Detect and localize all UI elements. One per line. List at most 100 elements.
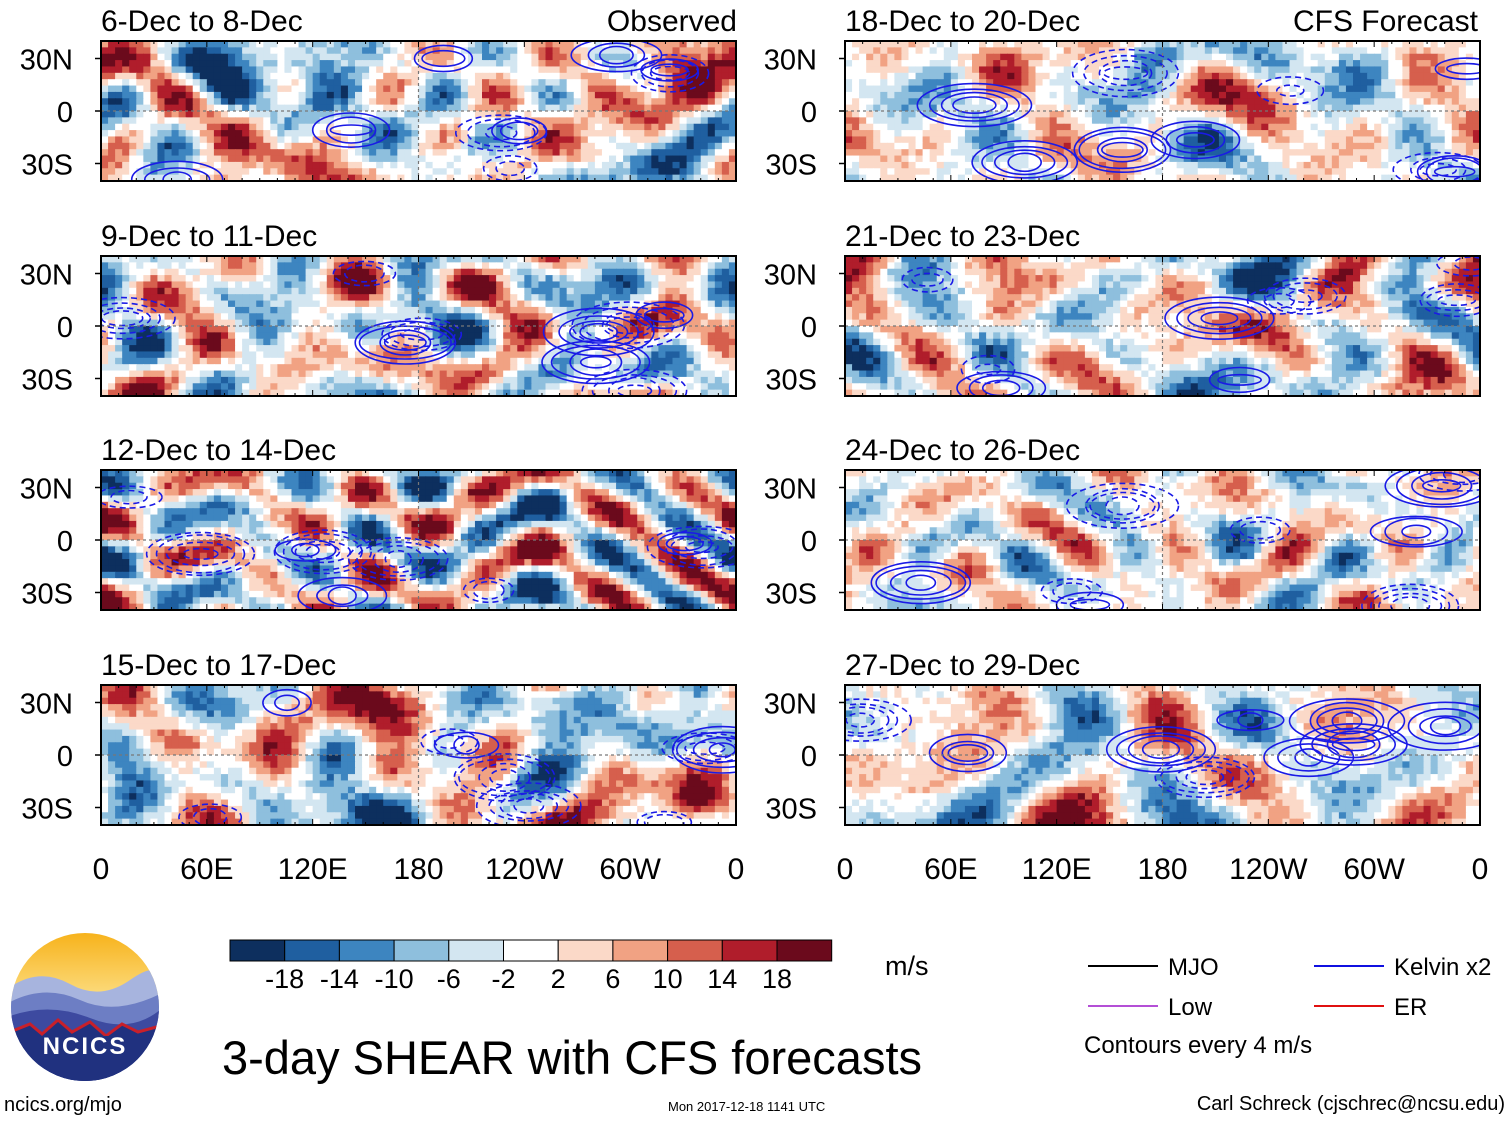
legend-label: Low xyxy=(1168,994,1213,1021)
site-url[interactable]: ncics.org/mjo xyxy=(4,1094,122,1116)
colorbar: -18 -14 -10 -6 -2 2 6 10 14 18 xyxy=(229,939,833,994)
x-tick-label: 180 xyxy=(1137,853,1187,886)
y-tick-label: 30N xyxy=(764,260,817,292)
panel-label: 9-Dec to 11-Dec xyxy=(101,220,317,253)
colorbar-tick-label: -2 xyxy=(491,964,515,994)
colorbar-tick-label: -10 xyxy=(375,964,414,994)
colorbar-tick-label: -14 xyxy=(320,964,359,994)
y-tick-label: 30N xyxy=(764,474,817,506)
y-tick-label: 30S xyxy=(21,794,73,826)
colorbar-tick-label: 6 xyxy=(605,964,620,994)
x-tick-label: 120W xyxy=(485,853,564,886)
y-tick-label: 30S xyxy=(21,150,73,182)
y-tick-label: 0 xyxy=(801,741,817,773)
y-tick-label: 30S xyxy=(21,579,73,611)
colorbar-tick-label: 2 xyxy=(551,964,566,994)
x-tick-label: 0 xyxy=(1472,853,1489,886)
panel-label: 18-Dec to 20-Dec xyxy=(845,5,1080,38)
contours xyxy=(101,260,694,396)
panel-label: 12-Dec to 14-Dec xyxy=(101,434,336,467)
panel-label: 21-Dec to 23-Dec xyxy=(845,220,1080,253)
contours xyxy=(130,41,710,181)
colorbar-tick-label: -18 xyxy=(265,964,304,994)
y-tick-label: 30N xyxy=(20,474,73,506)
panel-label: 27-Dec to 29-Dec xyxy=(845,649,1080,682)
colorbar-swatch xyxy=(776,939,833,962)
legend-label: MJO xyxy=(1168,954,1219,981)
y-tick-label: 30N xyxy=(764,689,817,721)
shear-field xyxy=(101,470,736,610)
x-tick-label: 180 xyxy=(393,853,443,886)
panel-3: 12-Dec to 14-Dec 30N 0 30S xyxy=(20,434,737,611)
contour-legend: MJO Kelvin x2 Low ER xyxy=(1088,954,1491,1021)
x-tick-label: 0 xyxy=(837,853,854,886)
figure-title: 3-day SHEAR with CFS forecasts xyxy=(222,1031,922,1084)
colorbar-swatch xyxy=(448,939,504,962)
y-tick-label: 30N xyxy=(20,45,73,77)
x-tick-label: 120W xyxy=(1229,853,1308,886)
y-tick-label: 30N xyxy=(20,689,73,721)
panel-label: 15-Dec to 17-Dec xyxy=(101,649,336,682)
legend-label: Kelvin x2 xyxy=(1394,954,1491,981)
y-tick-label: 30N xyxy=(764,45,817,77)
y-tick-label: 0 xyxy=(801,97,817,129)
colorbar-swatch xyxy=(284,939,340,962)
y-tick-label: 30S xyxy=(765,579,817,611)
x-tick-label: 120E xyxy=(278,853,348,886)
units-label: m/s xyxy=(885,951,929,981)
ncics-logo: NCICS xyxy=(11,933,159,1081)
colorbar-swatch xyxy=(557,939,614,962)
panel-6: 21-Dec to 23-Dec 30N 0 30S xyxy=(764,220,1481,397)
y-tick-label: 30S xyxy=(21,365,73,397)
colorbar-tick-label: 18 xyxy=(762,964,792,994)
x-tick-label: 60E xyxy=(180,853,233,886)
y-tick-label: 30S xyxy=(765,150,817,182)
colorbar-tick-label: 14 xyxy=(707,964,737,994)
y-tick-label: 30S xyxy=(765,365,817,397)
colorbar-swatch xyxy=(503,939,559,962)
contours xyxy=(178,688,736,825)
credit-line: Carl Schreck (cjschrec@ncsu.edu) xyxy=(1196,1093,1505,1115)
shear-field xyxy=(101,41,736,181)
column-label-forecast: CFS Forecast xyxy=(1293,5,1479,38)
y-tick-label: 0 xyxy=(57,526,73,558)
contours xyxy=(845,698,1480,799)
panel-8: 27-Dec to 29-Dec 30N 0 30S xyxy=(764,649,1481,826)
colorbar-swatch xyxy=(721,939,778,962)
legend-label: ER xyxy=(1394,994,1427,1021)
shear-field xyxy=(101,685,736,825)
contours xyxy=(901,256,1480,396)
panel-7: 24-Dec to 26-Dec 30N 0 30S xyxy=(764,434,1481,611)
colorbar-tick-label: 10 xyxy=(653,964,683,994)
y-tick-label: 0 xyxy=(57,97,73,129)
x-tick-label: 120E xyxy=(1022,853,1092,886)
y-tick-label: 30S xyxy=(765,794,817,826)
panel-5: 18-Dec to 20-Dec 30N 0 30S xyxy=(764,5,1481,182)
panel-label: 6-Dec to 8-Dec xyxy=(101,5,303,38)
y-tick-label: 0 xyxy=(801,312,817,344)
logo-text: NCICS xyxy=(43,1033,128,1060)
colorbar-tick-label: -6 xyxy=(437,964,461,994)
x-tick-label: 0 xyxy=(93,853,110,886)
colorbar-swatch xyxy=(338,939,395,962)
colorbar-swatch xyxy=(667,939,723,962)
contour-note: Contours every 4 m/s xyxy=(1084,1032,1312,1059)
colorbar-swatch xyxy=(393,939,450,962)
contours xyxy=(101,485,736,610)
panel-1: 6-Dec to 8-Dec 30N 0 30S xyxy=(20,5,737,182)
colorbar-swatch xyxy=(229,939,286,962)
contours xyxy=(870,470,1480,610)
column-labels: Observed CFS Forecast xyxy=(607,5,1479,38)
colorbar-swatch xyxy=(612,939,669,962)
column-label-observed: Observed xyxy=(607,5,737,38)
panel-grid: 6-Dec to 8-Dec 30N 0 30S 9-Dec to 11-Dec 30N 0… xyxy=(20,5,1489,886)
timestamp: Mon 2017-12-18 1141 UTC xyxy=(668,1099,826,1114)
shear-field xyxy=(845,685,1480,825)
x-tick-label: 60E xyxy=(924,853,977,886)
contours xyxy=(916,48,1480,181)
panel-label: 24-Dec to 26-Dec xyxy=(845,434,1080,467)
x-tick-label: 60W xyxy=(1343,853,1405,886)
panel-2: 9-Dec to 11-Dec 30N 0 30S xyxy=(20,220,737,397)
panel-4: 15-Dec to 17-Dec 30N 0 30S xyxy=(20,649,737,826)
